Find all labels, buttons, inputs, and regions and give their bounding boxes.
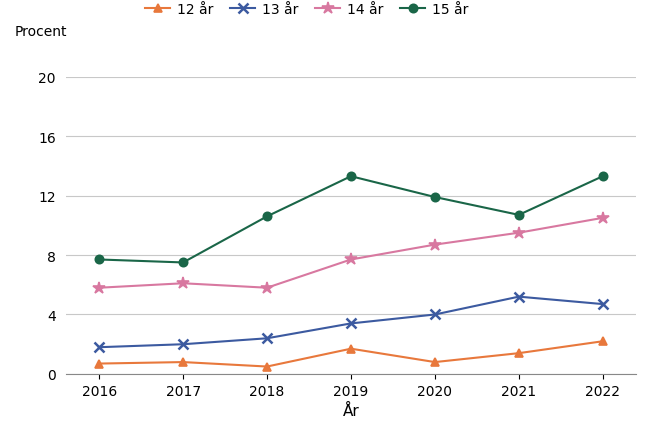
15 år [431,195,439,200]
15 år [95,257,103,262]
Line: 15 år: 15 år [95,172,607,267]
12 år [95,361,103,366]
14 år [599,216,607,221]
12 år [347,346,355,351]
13 år [599,302,607,307]
13 år [431,312,439,317]
14 år [347,257,355,262]
15 år [179,260,187,265]
15 år [347,174,355,179]
Text: Procent: Procent [14,25,67,39]
12 år [599,339,607,344]
Legend: 12 år, 13 år, 14 år, 15 år: 12 år, 13 år, 14 år, 15 år [140,0,474,22]
15 år [263,214,271,219]
14 år [515,230,523,236]
12 år [431,359,439,365]
14 år [179,281,187,286]
14 år [263,286,271,291]
12 år [179,359,187,365]
15 år [515,213,523,218]
14 år [95,286,103,291]
Line: 14 år: 14 år [93,212,609,294]
13 år [263,336,271,341]
Line: 12 år: 12 år [95,337,607,371]
15 år [599,174,607,179]
12 år [263,364,271,369]
13 år [347,321,355,326]
13 år [95,345,103,350]
13 år [179,342,187,347]
14 år [431,243,439,248]
Line: 13 år: 13 år [94,292,607,352]
12 år [515,351,523,356]
X-axis label: År: År [342,403,359,418]
13 år [515,295,523,300]
